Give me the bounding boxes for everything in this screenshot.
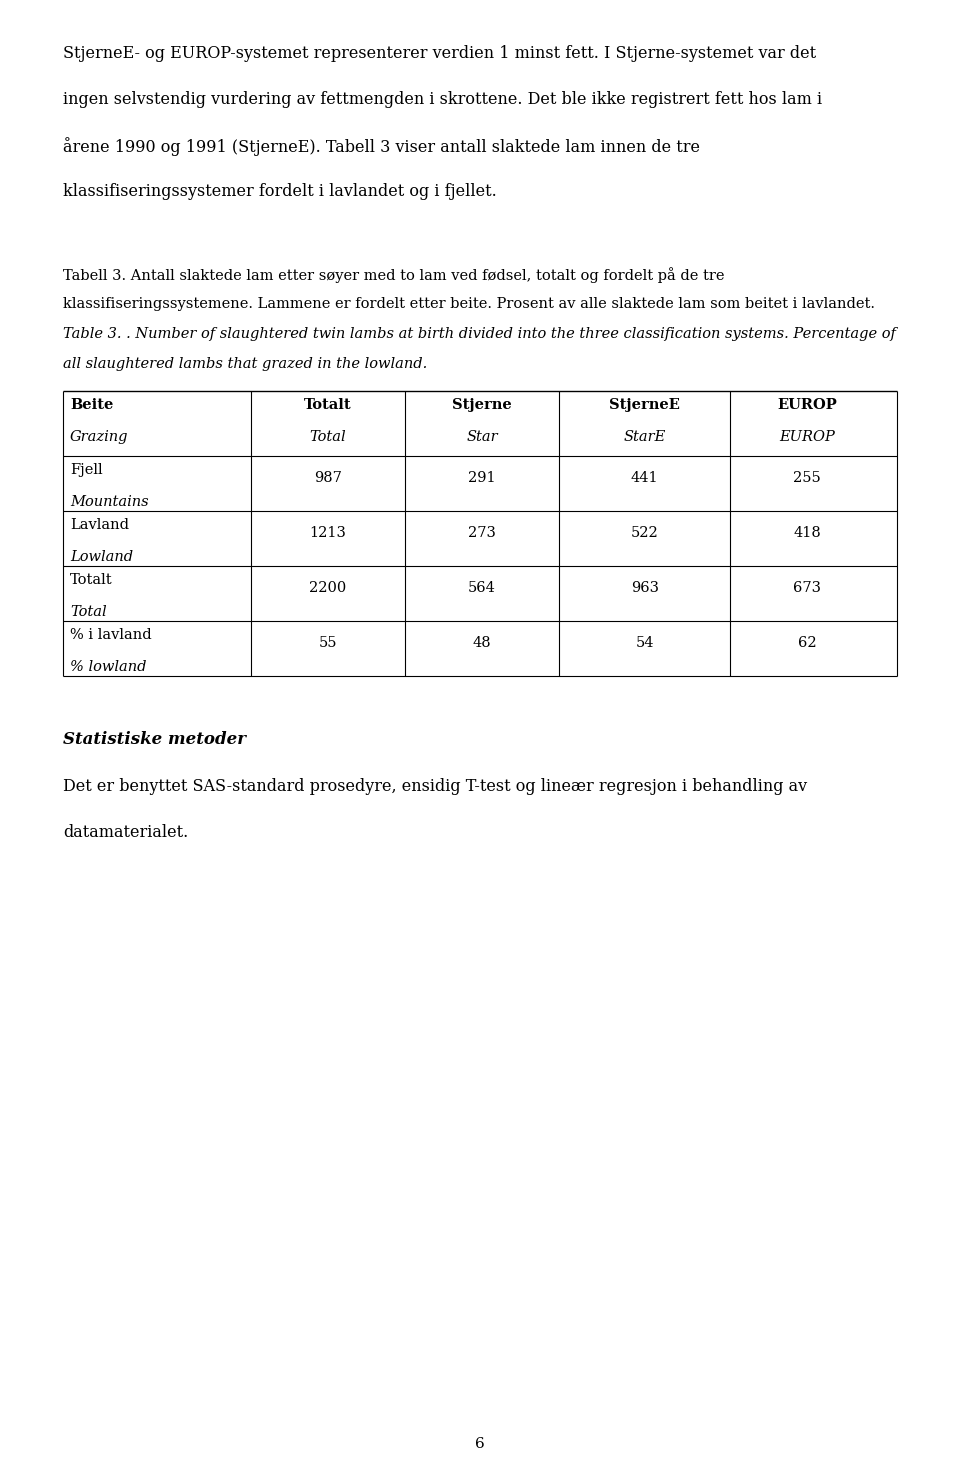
Text: StjerneE- og EUROP-systemet representerer verdien 1 minst fett. I Stjerne-system: StjerneE- og EUROP-systemet representere… — [63, 44, 816, 62]
Text: 673: 673 — [793, 581, 822, 594]
Text: Tabell 3. Antall slaktede lam etter søyer med to lam ved fødsel, totalt og forde: Tabell 3. Antall slaktede lam etter søye… — [63, 267, 725, 283]
Text: datamaterialet.: datamaterialet. — [63, 823, 188, 841]
Text: 291: 291 — [468, 471, 496, 484]
Text: 55: 55 — [319, 635, 337, 650]
Text: 273: 273 — [468, 526, 496, 539]
Text: StarE: StarE — [624, 429, 666, 444]
Text: 48: 48 — [472, 635, 492, 650]
Text: 2200: 2200 — [309, 581, 347, 594]
Text: Det er benyttet SAS-standard prosedyre, ensidig T-test og lineær regresjon i beh: Det er benyttet SAS-standard prosedyre, … — [63, 778, 807, 795]
Text: 987: 987 — [314, 471, 342, 484]
Text: Grazing: Grazing — [70, 429, 129, 444]
Text: Total: Total — [309, 429, 347, 444]
Text: Mountains: Mountains — [70, 495, 149, 509]
Text: 418: 418 — [794, 526, 821, 539]
Text: Statistiske metoder: Statistiske metoder — [63, 732, 246, 748]
Text: 6: 6 — [475, 1437, 485, 1451]
Text: 441: 441 — [631, 471, 659, 484]
Text: Table 3. . Number of slaughtered twin lambs at birth divided into the three clas: Table 3. . Number of slaughtered twin la… — [63, 327, 896, 341]
Text: Lavland: Lavland — [70, 518, 129, 532]
Text: 522: 522 — [631, 526, 659, 539]
Text: Fjell: Fjell — [70, 464, 103, 477]
Text: Stjerne: Stjerne — [452, 398, 512, 412]
Text: Beite: Beite — [70, 398, 113, 412]
Text: årene 1990 og 1991 (StjerneE). Tabell 3 viser antall slaktede lam innen de tre: årene 1990 og 1991 (StjerneE). Tabell 3 … — [63, 138, 700, 156]
Text: 1213: 1213 — [309, 526, 347, 539]
Text: Lowland: Lowland — [70, 549, 133, 564]
Text: Total: Total — [70, 606, 107, 619]
Text: Totalt: Totalt — [70, 573, 112, 586]
Text: klassifiseringssystemer fordelt i lavlandet og i fjellet.: klassifiseringssystemer fordelt i lavlan… — [63, 184, 496, 200]
Text: EUROP: EUROP — [780, 429, 835, 444]
Text: ingen selvstendig vurdering av fettmengden i skrottene. Det ble ikke registrert : ingen selvstendig vurdering av fettmengd… — [63, 90, 822, 108]
Text: 62: 62 — [798, 635, 817, 650]
Text: StjerneE: StjerneE — [610, 398, 680, 412]
Text: 54: 54 — [636, 635, 654, 650]
Text: 564: 564 — [468, 581, 496, 594]
Text: all slaughtered lambs that grazed in the lowland.: all slaughtered lambs that grazed in the… — [63, 357, 427, 372]
Text: % i lavland: % i lavland — [70, 628, 152, 641]
Text: Totalt: Totalt — [304, 398, 351, 412]
Text: % lowland: % lowland — [70, 661, 147, 674]
Text: klassifiseringssystemene. Lammene er fordelt etter beite. Prosent av alle slakte: klassifiseringssystemene. Lammene er for… — [63, 298, 875, 311]
Text: EUROP: EUROP — [778, 398, 837, 412]
Text: Star: Star — [467, 429, 498, 444]
Text: 963: 963 — [631, 581, 659, 594]
Text: 255: 255 — [794, 471, 821, 484]
